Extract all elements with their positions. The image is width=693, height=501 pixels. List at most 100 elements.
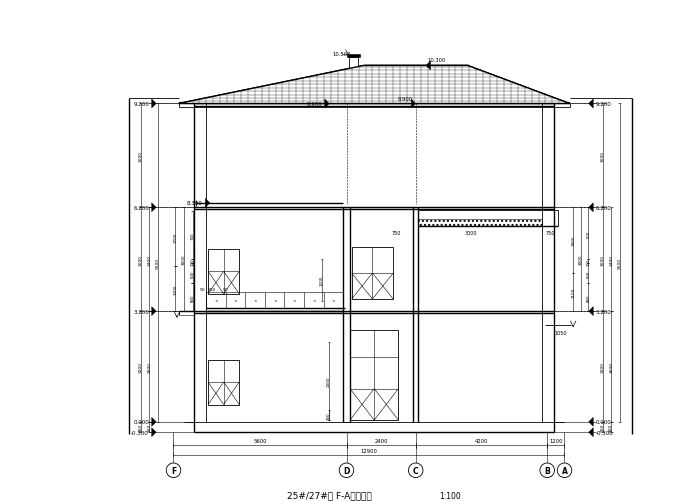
Text: 3000: 3000: [464, 230, 477, 235]
Circle shape: [557, 463, 572, 477]
Text: 2400: 2400: [374, 438, 388, 443]
Text: 800: 800: [191, 294, 195, 302]
Text: 2300: 2300: [327, 376, 331, 387]
Text: 3.200: 3.200: [596, 309, 612, 314]
Text: 3200: 3200: [139, 361, 143, 372]
Polygon shape: [426, 62, 430, 71]
Bar: [208, 249, 239, 294]
Text: 50: 50: [222, 287, 228, 291]
Text: 2600: 2600: [148, 361, 151, 372]
Bar: [349, 58, 358, 75]
Circle shape: [408, 463, 423, 477]
Text: 1:100: 1:100: [439, 490, 461, 499]
Text: ×: ×: [254, 299, 257, 303]
Text: 600: 600: [586, 270, 590, 277]
Text: 9.200: 9.200: [133, 102, 149, 107]
Text: 0.000: 0.000: [596, 419, 612, 424]
Bar: [347, 55, 360, 58]
Text: 300: 300: [327, 411, 331, 419]
Text: 9500: 9500: [156, 258, 160, 269]
Text: ×: ×: [292, 299, 296, 303]
Text: 9.200: 9.200: [596, 102, 612, 107]
Text: 100: 100: [191, 258, 195, 265]
Text: 1200: 1200: [549, 438, 563, 443]
Text: 700: 700: [191, 232, 195, 239]
Polygon shape: [152, 307, 156, 316]
Text: 8.300: 8.300: [187, 201, 202, 206]
Polygon shape: [152, 203, 156, 212]
Text: 300: 300: [609, 423, 613, 431]
Polygon shape: [589, 307, 593, 316]
Text: 2600: 2600: [609, 361, 613, 372]
Text: 1700: 1700: [173, 232, 177, 242]
Text: 10.500: 10.500: [332, 52, 351, 57]
Bar: [419, 219, 542, 227]
Text: 3200: 3200: [601, 361, 604, 372]
Text: 300: 300: [601, 423, 604, 431]
Text: 750: 750: [392, 230, 401, 235]
Text: ×: ×: [331, 299, 335, 303]
Polygon shape: [179, 66, 570, 104]
Text: 1300: 1300: [173, 284, 177, 294]
Text: 5600: 5600: [253, 438, 267, 443]
Text: 3000: 3000: [182, 255, 186, 265]
Text: 6.200: 6.200: [133, 205, 149, 210]
Text: 3000: 3000: [139, 254, 143, 265]
Polygon shape: [589, 428, 593, 437]
Text: 3000: 3000: [139, 151, 143, 162]
Polygon shape: [205, 199, 210, 208]
Text: 3.200: 3.200: [133, 309, 149, 314]
Polygon shape: [589, 203, 593, 212]
Bar: [351, 247, 393, 300]
Text: 8.900: 8.900: [306, 102, 322, 107]
Text: 2400: 2400: [148, 254, 151, 265]
Polygon shape: [325, 100, 329, 109]
Text: 9500: 9500: [618, 258, 622, 269]
Text: D: D: [343, 466, 350, 475]
Text: 10.300: 10.300: [428, 58, 446, 63]
Text: 3000: 3000: [601, 254, 604, 265]
Text: 900: 900: [207, 287, 216, 291]
Text: 3000: 3000: [601, 151, 604, 162]
Text: 1100: 1100: [571, 288, 575, 298]
Polygon shape: [589, 100, 593, 109]
Text: ×: ×: [234, 299, 238, 303]
Text: 1900: 1900: [571, 235, 575, 246]
Text: 4200: 4200: [475, 438, 488, 443]
Text: A: A: [561, 466, 568, 475]
Polygon shape: [411, 100, 416, 109]
Text: 8.900: 8.900: [398, 97, 413, 102]
Polygon shape: [152, 100, 156, 109]
Text: 750: 750: [546, 230, 555, 235]
Text: ×: ×: [273, 299, 277, 303]
Text: -0.300: -0.300: [131, 430, 149, 435]
Text: 6.200: 6.200: [596, 205, 612, 210]
Text: ×: ×: [312, 299, 315, 303]
Text: ×: ×: [214, 299, 218, 303]
Circle shape: [540, 463, 554, 477]
Text: 800: 800: [586, 294, 590, 302]
Text: 600: 600: [191, 270, 195, 277]
Text: 2400: 2400: [609, 254, 613, 265]
Text: 25#/27#楼 F-A轴立面图: 25#/27#楼 F-A轴立面图: [287, 490, 371, 499]
Text: 300: 300: [148, 423, 151, 431]
Text: 0.000: 0.000: [133, 419, 149, 424]
Polygon shape: [589, 417, 593, 426]
Text: C: C: [413, 466, 419, 475]
Polygon shape: [152, 417, 156, 426]
Bar: [208, 360, 239, 405]
Text: 300: 300: [139, 423, 143, 431]
Text: 500: 500: [586, 230, 590, 237]
Text: 100: 100: [586, 258, 590, 265]
Text: 3000: 3000: [579, 255, 583, 265]
Text: -0.300: -0.300: [596, 430, 614, 435]
Polygon shape: [152, 428, 156, 437]
Text: 50: 50: [200, 287, 206, 291]
Text: 1050: 1050: [554, 330, 567, 335]
Circle shape: [166, 463, 181, 477]
Text: 1200: 1200: [319, 275, 324, 286]
Text: 12900: 12900: [360, 448, 378, 453]
Text: B: B: [544, 466, 550, 475]
Text: F: F: [171, 466, 176, 475]
Bar: [350, 331, 398, 420]
